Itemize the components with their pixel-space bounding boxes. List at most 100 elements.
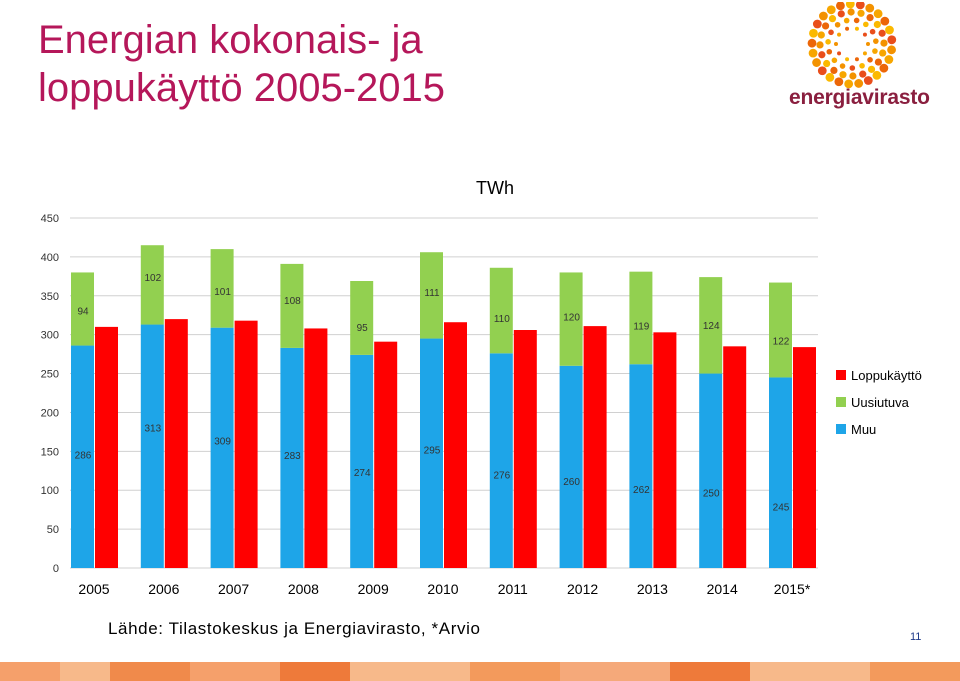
bar-loppukaytto	[583, 326, 607, 568]
y-tick-label: 250	[41, 369, 59, 381]
bar-muu	[699, 373, 723, 568]
data-label-uusiutuva: 119	[633, 322, 649, 333]
footer-color-strip	[0, 662, 960, 681]
data-label-muu: 286	[75, 451, 92, 462]
y-tick-label: 50	[47, 524, 59, 536]
logo-dot	[865, 3, 875, 13]
x-tick-label: 2006	[148, 581, 179, 597]
logo-dot	[879, 49, 887, 57]
legend-swatch	[836, 370, 846, 380]
data-label-uusiutuva: 95	[357, 323, 369, 334]
data-label-muu: 260	[563, 477, 580, 488]
x-tick-label: 2014	[707, 581, 738, 597]
bar-muu	[559, 365, 583, 568]
logo-dot	[845, 26, 850, 31]
logo-dot	[839, 63, 846, 69]
logo-dot	[828, 15, 837, 23]
bar-uusiutuva	[140, 245, 164, 325]
bar-muu	[280, 347, 304, 568]
x-tick-label: 2005	[78, 581, 109, 597]
x-tick-label: 2010	[427, 581, 458, 597]
logo-text: energiavirasto	[789, 86, 930, 109]
logo-dot	[836, 2, 845, 11]
bar-uusiutuva	[71, 272, 94, 346]
logo-dot	[884, 55, 894, 64]
logo-dot	[819, 11, 828, 21]
logo-dot	[807, 38, 817, 48]
bar-loppukaytto	[164, 319, 188, 568]
legend-swatch	[836, 397, 846, 407]
logo-dot	[873, 9, 883, 19]
y-tick-label: 150	[41, 446, 59, 458]
bar-uusiutuva	[210, 249, 234, 328]
data-label-uusiutuva: 101	[214, 287, 231, 298]
bar-loppukaytto	[653, 332, 677, 568]
data-label-muu: 295	[424, 446, 441, 457]
bar-loppukaytto	[374, 341, 398, 568]
unit-label: TWh	[476, 178, 514, 198]
logo-dot	[880, 16, 890, 26]
data-label-uusiutuva: 108	[284, 296, 301, 307]
logo-dot	[834, 77, 844, 87]
logo-dot	[816, 41, 824, 49]
data-label-uusiutuva: 102	[144, 273, 161, 284]
bar-loppukaytto	[513, 330, 537, 568]
logo-dot	[812, 58, 821, 67]
logo-dot	[862, 32, 867, 37]
bar-loppukaytto	[234, 320, 258, 568]
logo-dot	[872, 48, 878, 54]
bar-uusiutuva	[629, 271, 653, 365]
legend-label: Loppukäyttö	[851, 368, 922, 383]
logo-dot	[830, 66, 838, 75]
logo-dot	[834, 21, 841, 28]
data-label-muu: 250	[703, 489, 720, 500]
logo-dot	[878, 29, 886, 37]
bar-uusiutuva	[420, 252, 443, 339]
x-tick-label: 2007	[218, 581, 249, 597]
logo-dot	[880, 39, 888, 47]
slide-title: Energian kokonais- ja loppukäyttö 2005-20…	[38, 18, 445, 110]
data-label-uusiutuva: 94	[77, 306, 89, 317]
data-label-muu: 274	[354, 468, 371, 479]
bar-uusiutuva	[350, 281, 374, 355]
data-label-uusiutuva: 110	[494, 314, 510, 325]
logo-dot	[821, 22, 830, 30]
logo-dot	[809, 28, 818, 38]
logo-dot	[849, 72, 857, 80]
bar-uusiutuva	[699, 277, 723, 374]
logo-dot	[866, 13, 874, 22]
y-tick-label: 400	[41, 252, 59, 264]
bar-muu	[769, 377, 792, 568]
x-tick-label: 2013	[637, 581, 668, 597]
logo-dot	[817, 66, 827, 76]
logo-dot	[866, 42, 870, 46]
bar-uusiutuva	[489, 267, 513, 354]
data-label-uusiutuva: 111	[424, 288, 440, 299]
bar-loppukaytto	[723, 346, 747, 568]
bar-uusiutuva	[280, 263, 304, 348]
bar-loppukaytto	[304, 328, 328, 568]
bar-loppukaytto	[95, 326, 118, 568]
logo-dot	[879, 63, 889, 73]
logo-dot	[834, 42, 838, 46]
logo-dot	[859, 62, 865, 69]
logo-dot	[885, 25, 894, 35]
logo-dot	[857, 9, 865, 17]
y-tick-label: 100	[41, 485, 59, 497]
x-tick-label: 2009	[358, 581, 389, 597]
logo-dot	[845, 57, 850, 62]
logo-dot	[817, 31, 825, 39]
logo-dot	[869, 28, 876, 35]
y-tick-label: 450	[41, 213, 59, 225]
logo-dot	[823, 59, 831, 68]
y-tick-label: 300	[41, 330, 59, 342]
logo-dot	[818, 51, 826, 59]
logo-dot	[849, 65, 856, 71]
data-label-muu: 276	[493, 470, 510, 481]
logo-dot	[825, 72, 835, 82]
logo-dot	[847, 8, 855, 16]
bar-muu	[210, 327, 234, 568]
logo-dot	[862, 51, 867, 56]
logo-dot	[853, 17, 860, 24]
